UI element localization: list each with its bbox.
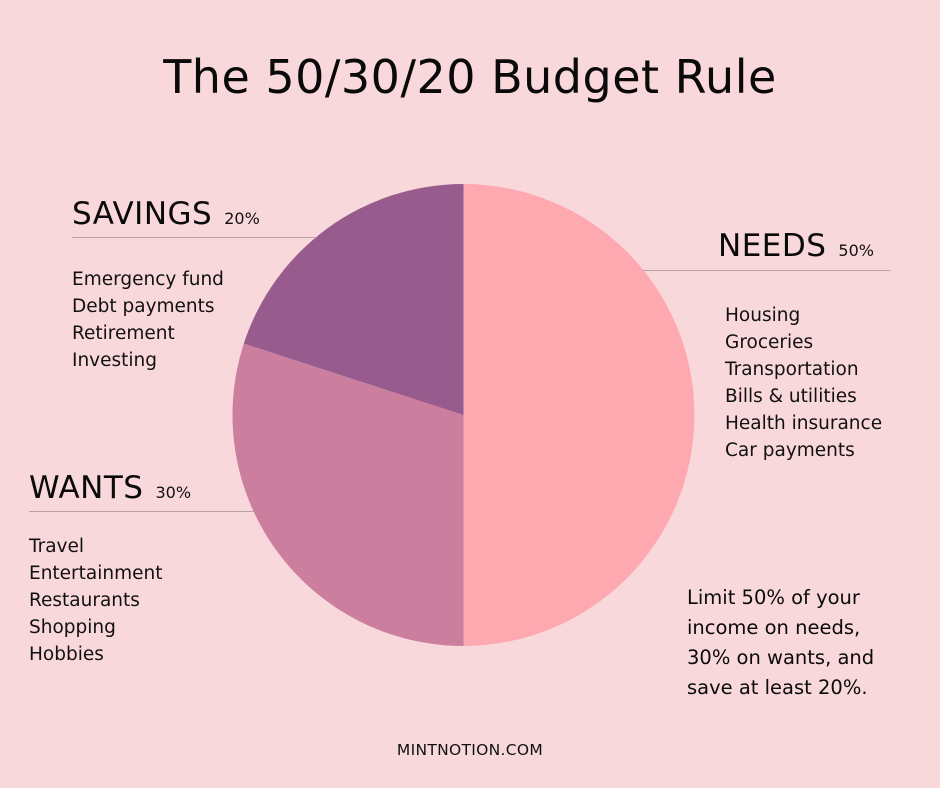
pie-slice-needs bbox=[463, 184, 695, 646]
wants-percent: 30% bbox=[155, 483, 192, 502]
needs-heading: NEEDS bbox=[718, 228, 827, 264]
savings-percent: 20% bbox=[224, 209, 260, 228]
wants-divider bbox=[29, 511, 254, 512]
summary-note-line: 30% on wants, and bbox=[687, 646, 875, 669]
list-item: Entertainment bbox=[29, 563, 163, 584]
list-item: Debt payments bbox=[72, 296, 215, 317]
list-item: Housing bbox=[725, 305, 801, 326]
summary-note-line: Limit 50% of your bbox=[687, 586, 860, 609]
needs-percent: 50% bbox=[838, 241, 874, 260]
needs-item-list: Housing Groceries Transportation Bills &… bbox=[725, 302, 882, 464]
list-item: Shopping bbox=[29, 617, 116, 638]
summary-note-line: income on needs, bbox=[687, 616, 861, 639]
wants-heading: WANTS bbox=[29, 470, 144, 506]
savings-divider bbox=[72, 237, 317, 238]
wants-label-group: WANTS 30% bbox=[29, 470, 191, 506]
list-item: Health insurance bbox=[725, 413, 883, 434]
savings-label-group: SAVINGS 20% bbox=[72, 196, 260, 232]
list-item: Restaurants bbox=[29, 590, 140, 611]
list-item: Emergency fund bbox=[72, 269, 224, 290]
list-item: Transportation bbox=[725, 359, 859, 380]
summary-note-line: save at least 20%. bbox=[687, 676, 868, 699]
footer-site-name: MINTNOTION.COM bbox=[396, 741, 544, 759]
list-item: Hobbies bbox=[29, 644, 104, 665]
needs-divider bbox=[643, 270, 890, 271]
list-item: Investing bbox=[72, 350, 158, 371]
page-title: The 50/30/20 Budget Rule bbox=[163, 50, 777, 104]
savings-item-list: Emergency fund Debt payments Retirement … bbox=[72, 266, 224, 374]
list-item: Travel bbox=[29, 536, 84, 557]
list-item: Groceries bbox=[725, 332, 814, 353]
pie-slice-savings bbox=[243, 184, 464, 415]
savings-heading: SAVINGS bbox=[72, 196, 213, 232]
list-item: Retirement bbox=[72, 323, 175, 344]
summary-note: Limit 50% of your income on needs, 30% o… bbox=[687, 583, 927, 703]
wants-item-list: Travel Entertainment Restaurants Shoppin… bbox=[29, 533, 163, 668]
needs-label-group: NEEDS 50% bbox=[718, 228, 874, 264]
list-item: Car payments bbox=[725, 440, 855, 461]
pie-slice-wants bbox=[232, 343, 464, 646]
list-item: Bills & utilities bbox=[725, 386, 857, 407]
